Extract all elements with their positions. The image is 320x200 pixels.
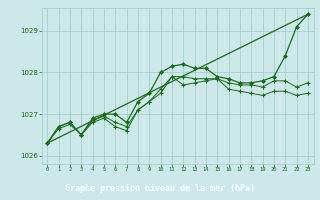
Text: Graphe pression niveau de la mer (hPa): Graphe pression niveau de la mer (hPa) <box>65 184 255 193</box>
